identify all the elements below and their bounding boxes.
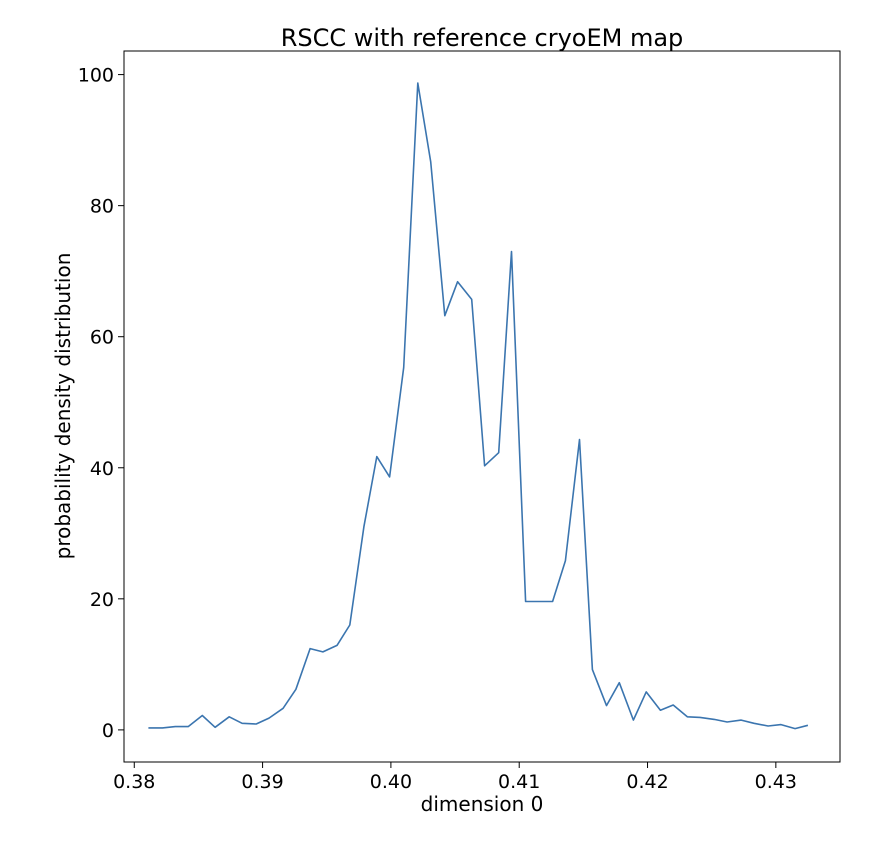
y-tick-label: 20	[90, 589, 114, 611]
x-tick-label: 0.38	[113, 771, 155, 793]
x-tick-label: 0.41	[498, 771, 540, 793]
y-tick-label: 0	[102, 720, 114, 742]
series-line-0	[148, 82, 809, 730]
x-tick-label: 0.43	[755, 771, 797, 793]
chart-title: RSCC with reference cryoEM map	[281, 24, 684, 52]
y-tick-label: 60	[90, 327, 114, 349]
x-tick-label: 0.42	[626, 771, 668, 793]
plot-area: 0.38 0.39 0.40 0.41 0.42 0.43 0 20 40 60 80 100	[78, 50, 841, 793]
y-axis-label: probability density distribution	[51, 253, 75, 560]
y-tick-label: 40	[90, 458, 114, 480]
y-tick-label: 80	[90, 196, 114, 218]
x-tick-label: 0.39	[241, 771, 283, 793]
y-tick-label: 100	[78, 65, 114, 87]
x-tick-label: 0.40	[370, 771, 412, 793]
plot-frame	[123, 50, 841, 763]
x-axis-label: dimension 0	[421, 792, 544, 816]
